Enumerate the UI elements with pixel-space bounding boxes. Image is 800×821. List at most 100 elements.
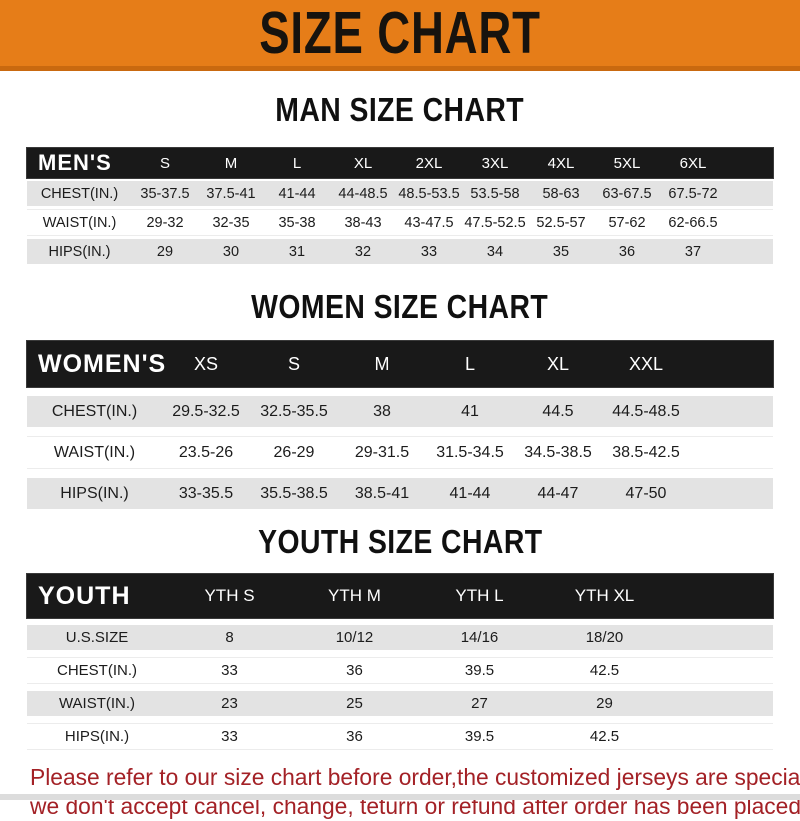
size-cell: 27	[471, 695, 488, 712]
size-cell: 35.5-38.5	[260, 484, 328, 502]
women-hips-row: HIPS(IN.) 33-35.5 35.5-38.5 38.5-41 41-4…	[27, 478, 773, 509]
men-col-header: 3XL	[481, 154, 509, 172]
size-cell: 29-32	[146, 214, 184, 231]
size-cell: 52.5-57	[536, 214, 586, 231]
size-cell: 34.5-38.5	[524, 443, 592, 461]
row-label: WAIST(IN.)	[53, 443, 136, 461]
size-cell: 23	[221, 695, 238, 712]
size-cell: 36	[346, 728, 363, 745]
men-col-header: S	[159, 154, 170, 172]
row-label: WAIST(IN.)	[42, 214, 117, 231]
youth-col-header: YTH S	[204, 586, 255, 605]
size-cell: 18/20	[585, 629, 624, 646]
women-size-chart-title-text: WOMEN SIZE CHART	[251, 288, 549, 325]
size-cell: 31.5-34.5	[436, 443, 504, 461]
size-cell: 36	[618, 243, 636, 260]
size-cell: 41-44	[278, 185, 316, 202]
size-cell: 37.5-41	[206, 185, 256, 202]
row-label: CHEST(IN.)	[51, 402, 138, 420]
size-cell: 44.5-48.5	[612, 402, 680, 420]
size-cell: 62-66.5	[668, 214, 718, 231]
size-chart-banner: SIZE CHART	[0, 0, 800, 71]
women-table-header-bar: WOMEN'S XS S M L XL XXL	[27, 341, 773, 387]
size-cell: 67.5-72	[668, 185, 718, 202]
women-col-header: XL	[546, 353, 570, 374]
men-chest-row: CHEST(IN.) 35-37.5 37.5-41 41-44 44-48.5…	[27, 181, 773, 206]
size-cell: 48.5-53.5	[398, 185, 460, 202]
size-cell: 47-50	[625, 484, 667, 502]
men-header-label: MEN'S	[38, 150, 112, 175]
row-label: CHEST(IN.)	[57, 662, 137, 679]
youth-hips-row: HIPS(IN.) 33 36 39.5 42.5	[27, 723, 773, 750]
size-cell: 44-47	[537, 484, 579, 502]
men-col-header: 4XL	[547, 154, 575, 172]
youth-chest-row: CHEST(IN.) 33 36 39.5 42.5	[27, 657, 773, 684]
size-cell: 57-62	[608, 214, 646, 231]
size-cell: 29-31.5	[354, 443, 410, 461]
man-size-chart-title-text: MAN SIZE CHART	[275, 91, 525, 128]
youth-col-header: YTH L	[455, 586, 504, 605]
size-cell: 38.5-42.5	[612, 443, 680, 461]
size-cell: 29	[596, 695, 613, 712]
youth-waist-row: WAIST(IN.) 23 25 27 29	[27, 691, 773, 716]
size-cell: 35-38	[278, 214, 316, 231]
size-cell: 35-37.5	[140, 185, 190, 202]
size-cell: 34	[486, 243, 504, 260]
size-cell: 8	[225, 629, 234, 646]
women-col-header: M	[374, 353, 390, 374]
men-col-header: M	[224, 154, 238, 172]
row-label: HIPS(IN.)	[64, 728, 130, 745]
youth-size-chart-title: YOUTH SIZE CHART	[0, 523, 800, 568]
men-waist-row: WAIST(IN.) 29-32 32-35 35-38 38-43 43-47…	[27, 209, 773, 236]
youth-table-header-bar: YOUTH YTH S YTH M YTH L YTH XL	[27, 574, 773, 618]
size-cell: 37	[684, 243, 702, 260]
man-size-chart-title: MAN SIZE CHART	[0, 92, 800, 135]
women-size-chart-title: WOMEN SIZE CHART	[0, 288, 800, 333]
size-cell: 38	[373, 402, 391, 420]
size-cell: 25	[346, 695, 363, 712]
size-cell: 33-35.5	[178, 484, 234, 502]
size-cell: 14/16	[460, 629, 499, 646]
footer-note: Please refer to our size chart before or…	[30, 763, 800, 821]
women-col-header: XXL	[628, 353, 664, 374]
size-cell: 41	[461, 402, 479, 420]
size-cell: 44-48.5	[338, 185, 388, 202]
women-chest-row: CHEST(IN.) 29.5-32.5 32.5-35.5 38 41 44.…	[27, 396, 773, 427]
men-col-header: L	[292, 154, 302, 172]
row-label: WAIST(IN.)	[58, 695, 136, 712]
men-col-header: 5XL	[613, 154, 641, 172]
size-cell: 43-47.5	[404, 214, 454, 231]
size-cell: 32	[354, 243, 372, 260]
men-table-header-bar: MEN'S S M L XL 2XL 3XL 4XL 5XL 6XL	[27, 148, 773, 178]
row-label: CHEST(IN.)	[40, 185, 119, 202]
bottom-edge-strip	[0, 794, 800, 800]
size-cell: 23.5-26	[178, 443, 234, 461]
footer-note-line1: Please refer to our size chart before or…	[30, 764, 800, 790]
men-col-header: XL	[353, 154, 373, 172]
size-cell: 32-35	[212, 214, 250, 231]
size-cell: 29	[156, 243, 174, 260]
size-cell: 10/12	[335, 629, 374, 646]
men-size-table: MEN'S S M L XL 2XL 3XL 4XL 5XL 6XL CHEST…	[27, 148, 773, 264]
size-cell: 29.5-32.5	[172, 402, 240, 420]
row-label: U.S.SIZE	[65, 629, 129, 646]
size-cell: 39.5	[464, 662, 495, 679]
size-cell: 35	[552, 243, 570, 260]
size-cell: 38-43	[344, 214, 382, 231]
size-cell: 42.5	[589, 662, 620, 679]
row-label: HIPS(IN.)	[48, 243, 111, 260]
row-label: HIPS(IN.)	[60, 484, 129, 502]
women-header-label: WOMEN'S	[38, 349, 167, 378]
size-cell: 36	[346, 662, 363, 679]
size-cell: 26-29	[273, 443, 315, 461]
size-cell: 38.5-41	[354, 484, 410, 502]
women-col-header: XS	[193, 353, 218, 374]
size-cell: 30	[222, 243, 240, 260]
women-waist-row: WAIST(IN.) 23.5-26 26-29 29-31.5 31.5-34…	[27, 436, 773, 469]
size-cell: 31	[288, 243, 306, 260]
size-cell: 47.5-52.5	[464, 214, 526, 231]
youth-ussize-row: U.S.SIZE 8 10/12 14/16 18/20	[27, 625, 773, 650]
youth-col-header: YTH XL	[574, 586, 635, 605]
youth-size-table: YOUTH YTH S YTH M YTH L YTH XL U.S.SIZE …	[27, 574, 773, 750]
size-cell: 42.5	[589, 728, 620, 745]
